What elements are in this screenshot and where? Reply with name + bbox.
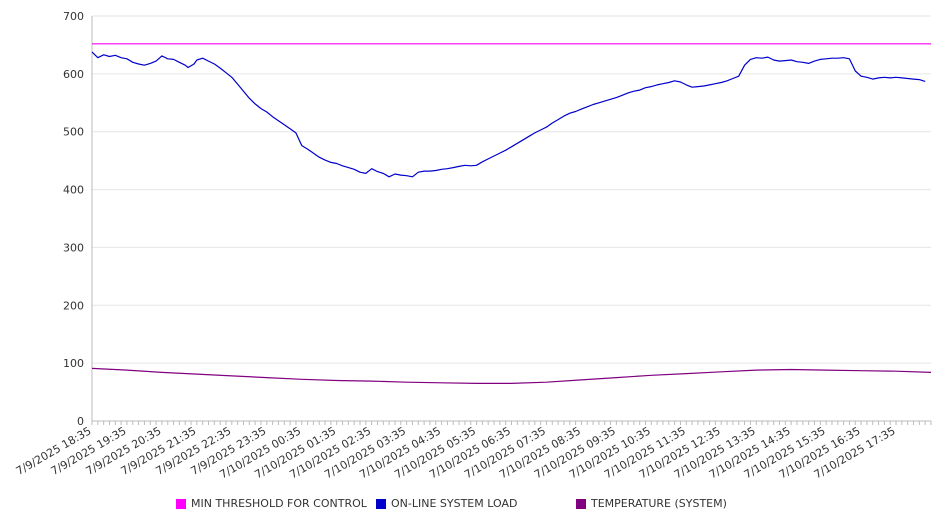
axes: [91, 16, 932, 425]
series-line-system-load: [91, 51, 926, 178]
y-tick-label: 400: [63, 184, 84, 197]
y-axis-ticks: 0 100 200 300 400 500 600 700: [63, 10, 84, 428]
series-lines: [91, 43, 932, 384]
grid: [92, 15, 931, 422]
legend-label-system-load: ON-LINE SYSTEM LOAD: [391, 497, 518, 510]
y-tick-label: 0: [77, 415, 84, 428]
y-tick-label: 200: [63, 299, 84, 312]
series-line-temperature: [91, 367, 932, 384]
y-tick-label: 500: [63, 126, 84, 139]
y-tick-label: 300: [63, 241, 84, 254]
x-axis-ticks: 7/9/2025 18:357/9/2025 19:357/9/2025 20:…: [14, 424, 898, 481]
y-tick-label: 100: [63, 357, 84, 370]
legend-item-min-threshold[interactable]: MIN THRESHOLD FOR CONTROL: [176, 497, 367, 510]
legend: MIN THRESHOLD FOR CONTROL ON-LINE SYSTEM…: [0, 497, 946, 515]
y-tick-label: 700: [63, 10, 84, 23]
legend-swatch-system-load: [376, 498, 386, 509]
legend-item-temperature[interactable]: TEMPERATURE (SYSTEM): [576, 497, 727, 510]
legend-swatch-temperature: [576, 498, 586, 509]
legend-swatch-min-threshold: [176, 498, 186, 509]
legend-label-min-threshold: MIN THRESHOLD FOR CONTROL: [191, 497, 367, 510]
legend-item-system-load[interactable]: ON-LINE SYSTEM LOAD: [376, 497, 517, 510]
legend-label-temperature: TEMPERATURE (SYSTEM): [591, 497, 727, 510]
y-tick-label: 600: [63, 68, 84, 81]
